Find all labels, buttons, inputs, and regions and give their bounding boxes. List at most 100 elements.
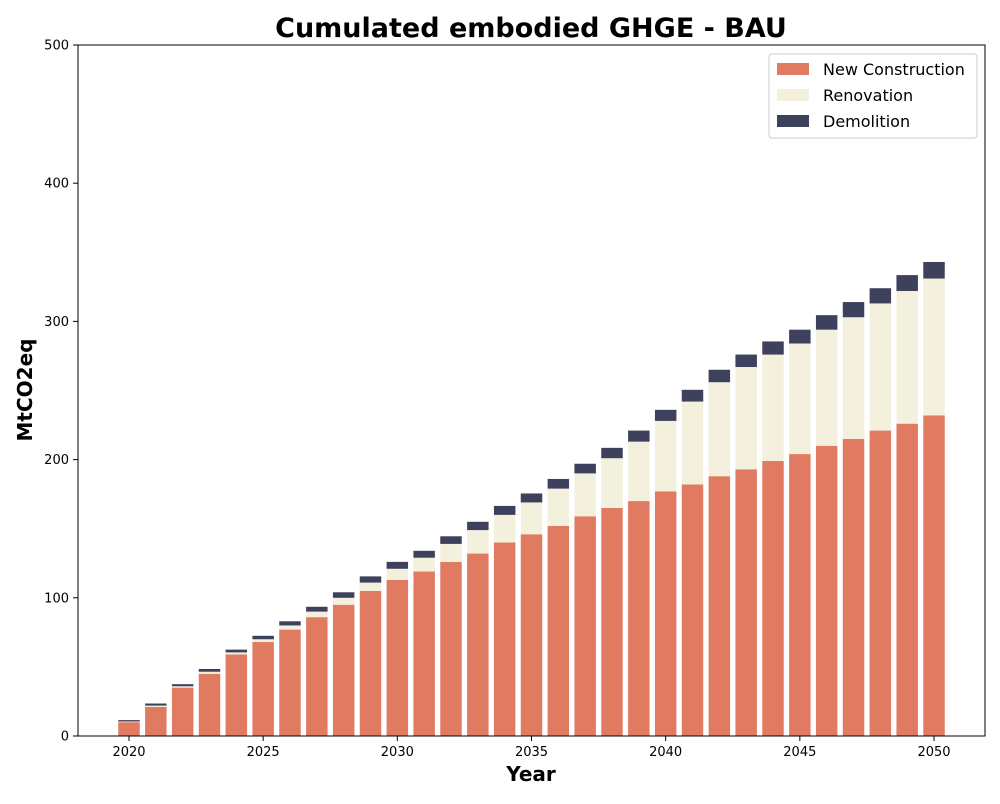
bar-demolition-2032 <box>440 536 462 544</box>
bar-renovation-2047 <box>842 317 865 439</box>
bar-renovation-2037 <box>574 473 596 517</box>
bar-new-construction-2031 <box>413 571 435 736</box>
bar-renovation-2027 <box>306 611 328 618</box>
x-tick-label: 2030 <box>381 745 414 760</box>
bar-new-construction-2038 <box>601 507 623 736</box>
bar-new-construction-2037 <box>574 516 596 736</box>
bar-renovation-2026 <box>279 625 301 630</box>
plot-frame <box>77 44 986 737</box>
y-tick-label: 0 <box>61 730 69 745</box>
bar-renovation-2020 <box>118 721 140 723</box>
bar-new-construction-2041 <box>681 484 704 736</box>
bar-demolition-2022 <box>171 684 194 687</box>
bar-new-construction-2024 <box>225 654 248 736</box>
y-tick-label: 100 <box>44 591 69 606</box>
bar-new-construction-2039 <box>628 501 650 736</box>
bar-demolition-2044 <box>762 341 784 355</box>
x-tick-label: 2050 <box>917 745 950 760</box>
bar-renovation-2035 <box>520 502 543 535</box>
bar-renovation-2021 <box>145 705 167 707</box>
bar-demolition-2041 <box>681 389 704 402</box>
bar-demolition-2023 <box>198 668 221 672</box>
bar-new-construction-2050 <box>923 415 945 736</box>
legend: New Construction Renovation Demolition <box>768 53 978 139</box>
bar-renovation-2032 <box>440 543 462 562</box>
bar-new-construction-2047 <box>842 438 865 736</box>
bar-demolition-2046 <box>815 315 838 330</box>
legend-swatch-demolition <box>777 115 809 127</box>
bar-renovation-2049 <box>896 291 918 424</box>
bar-renovation-2043 <box>735 367 757 470</box>
bar-renovation-2036 <box>547 488 570 526</box>
legend-swatch-new-construction <box>777 63 809 75</box>
bar-demolition-2038 <box>601 447 623 459</box>
y-tick-label: 200 <box>44 453 69 468</box>
bar-demolition-2035 <box>520 493 543 503</box>
bar-renovation-2023 <box>198 671 221 674</box>
bar-renovation-2033 <box>467 530 489 554</box>
bar-renovation-2040 <box>654 420 677 492</box>
bar-new-construction-2034 <box>493 542 516 736</box>
bar-new-construction-2028 <box>332 604 355 736</box>
bar-demolition-2050 <box>923 261 945 279</box>
x-tick-label: 2035 <box>515 745 548 760</box>
bar-new-construction-2033 <box>467 553 489 736</box>
bar-renovation-2024 <box>225 652 248 655</box>
bar-renovation-2045 <box>789 343 811 455</box>
bar-new-construction-2036 <box>547 525 570 736</box>
x-tick-label: 2020 <box>112 745 145 760</box>
bar-renovation-2039 <box>628 441 650 502</box>
y-tick-label: 400 <box>44 177 69 192</box>
bar-new-construction-2049 <box>896 423 918 736</box>
bar-renovation-2030 <box>386 568 409 580</box>
bar-renovation-2046 <box>815 329 838 446</box>
legend-label-new-construction: New Construction <box>823 60 965 79</box>
bar-demolition-2048 <box>869 288 892 304</box>
bar-new-construction-2022 <box>171 687 194 736</box>
y-axis-label: MtCO2eq <box>13 339 37 442</box>
bar-demolition-2028 <box>332 592 355 598</box>
bar-demolition-2029 <box>359 576 382 583</box>
bar-new-construction-2027 <box>306 617 328 736</box>
bar-demolition-2027 <box>306 606 328 612</box>
bar-new-construction-2035 <box>520 534 543 736</box>
x-axis-label: Year <box>505 762 556 786</box>
bar-demolition-2031 <box>413 550 435 558</box>
bar-demolition-2047 <box>842 302 865 318</box>
y-tick-label: 500 <box>44 39 69 54</box>
bar-renovation-2038 <box>601 458 623 508</box>
bar-new-construction-2029 <box>359 590 382 736</box>
bar-renovation-2028 <box>332 597 355 605</box>
bar-new-construction-2026 <box>279 629 301 736</box>
bar-demolition-2020 <box>118 720 140 722</box>
x-tick-label: 2045 <box>783 745 816 760</box>
x-tick-label: 2040 <box>649 745 682 760</box>
bar-renovation-2048 <box>869 303 892 431</box>
bar-renovation-2031 <box>413 557 435 572</box>
legend-label-renovation: Renovation <box>823 86 913 105</box>
bar-demolition-2049 <box>896 275 918 291</box>
bar-new-construction-2025 <box>252 642 274 736</box>
bar-renovation-2041 <box>681 401 704 485</box>
legend-swatch-renovation <box>777 89 809 101</box>
bar-new-construction-2046 <box>815 445 838 736</box>
bar-demolition-2033 <box>467 521 489 531</box>
bar-new-construction-2023 <box>198 673 221 736</box>
bar-renovation-2025 <box>252 639 274 643</box>
bar-new-construction-2030 <box>386 579 409 736</box>
bar-demolition-2039 <box>628 430 650 442</box>
bar-demolition-2034 <box>493 505 516 515</box>
bar-renovation-2034 <box>493 514 516 543</box>
x-axis-ticks: 2020 2025 2030 2035 2040 2045 2050 <box>112 736 951 760</box>
bar-demolition-2025 <box>252 635 274 640</box>
bar-demolition-2030 <box>386 561 409 569</box>
bar-demolition-2037 <box>574 463 596 474</box>
bar-new-construction-2042 <box>708 476 731 736</box>
bar-new-construction-2021 <box>145 706 167 736</box>
bar-renovation-2044 <box>762 354 784 461</box>
bar-renovation-2029 <box>359 582 382 591</box>
bar-renovation-2050 <box>923 278 945 416</box>
bar-new-construction-2020 <box>118 722 140 736</box>
